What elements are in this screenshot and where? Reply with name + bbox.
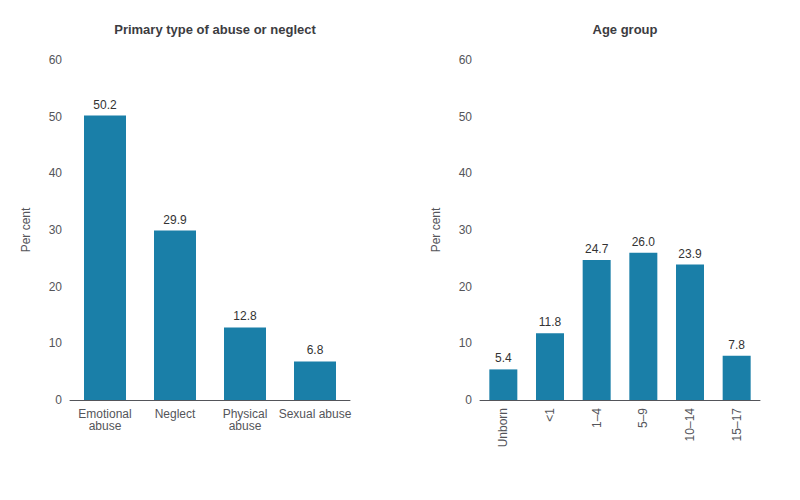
svg-text:Physical: Physical [222, 407, 268, 421]
svg-text:60: 60 [459, 53, 473, 67]
svg-text:<1: <1 [543, 408, 557, 422]
svg-text:Primary type of abuse or negle: Primary type of abuse or neglect [114, 22, 316, 37]
svg-text:30: 30 [459, 223, 473, 237]
svg-text:10: 10 [459, 336, 473, 350]
svg-text:Per cent: Per cent [19, 207, 33, 252]
svg-text:abuse: abuse [229, 419, 262, 433]
svg-text:50: 50 [459, 110, 473, 124]
svg-text:20: 20 [49, 280, 63, 294]
svg-text:Emotional: Emotional [78, 407, 132, 421]
svg-text:23.9: 23.9 [678, 247, 702, 261]
svg-text:7.8: 7.8 [728, 338, 745, 352]
svg-text:12.8: 12.8 [233, 309, 257, 323]
svg-text:40: 40 [49, 166, 63, 180]
svg-text:Age group: Age group [593, 22, 658, 37]
svg-text:10–14: 10–14 [683, 408, 697, 442]
svg-text:20: 20 [459, 280, 473, 294]
svg-text:29.9: 29.9 [163, 213, 187, 227]
svg-text:11.8: 11.8 [539, 315, 562, 329]
svg-text:15–17: 15–17 [730, 408, 744, 442]
svg-text:50.2: 50.2 [93, 98, 117, 112]
svg-text:abuse: abuse [89, 419, 122, 433]
svg-text:40: 40 [459, 166, 473, 180]
svg-text:6.8: 6.8 [307, 343, 324, 357]
svg-text:0: 0 [55, 393, 62, 407]
svg-text:5–9: 5–9 [636, 408, 650, 428]
svg-text:Per cent: Per cent [429, 207, 443, 252]
svg-text:10: 10 [49, 336, 63, 350]
svg-text:0: 0 [465, 393, 472, 407]
svg-text:26.0: 26.0 [632, 235, 656, 249]
svg-text:Sexual abuse: Sexual abuse [279, 407, 352, 421]
svg-text:60: 60 [49, 53, 63, 67]
svg-text:5.4: 5.4 [495, 351, 512, 365]
svg-text:Neglect: Neglect [155, 407, 196, 421]
svg-text:30: 30 [49, 223, 63, 237]
svg-text:Unborn: Unborn [496, 408, 510, 447]
svg-text:24.7: 24.7 [585, 242, 609, 256]
svg-text:50: 50 [49, 110, 63, 124]
svg-text:1–4: 1–4 [590, 408, 604, 428]
